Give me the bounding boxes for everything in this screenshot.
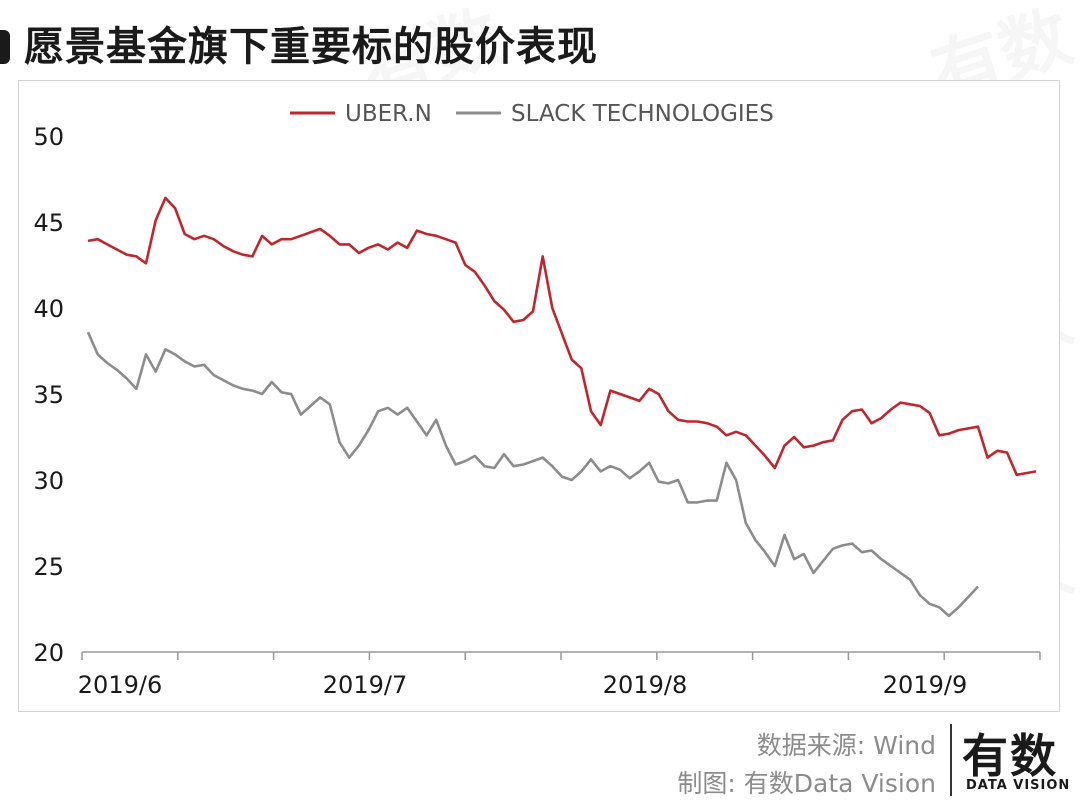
page-title: 愿景基金旗下重要标的股价表现 <box>24 24 598 70</box>
footer-divider <box>950 724 952 796</box>
chart-frame <box>18 80 1060 712</box>
y-tick-label: 20 <box>33 639 64 667</box>
series-line-uber-n <box>87 196 1037 477</box>
x-tick-label: 2019/6 <box>78 671 162 699</box>
chart-credit: 制图: 有数Data Vision <box>677 769 936 798</box>
legend-label: SLACK TECHNOLOGIES <box>511 101 774 127</box>
data-source: 数据来源: Wind <box>756 731 936 760</box>
y-tick-label: 30 <box>33 467 64 495</box>
y-tick-label: 35 <box>33 381 64 409</box>
x-tick-label: 2019/9 <box>883 671 967 699</box>
x-tick-label: 2019/8 <box>603 671 687 699</box>
title-bar: 愿景基金旗下重要标的股价表现 <box>0 8 1080 70</box>
brand-logo-subtitle: DATA VISION <box>966 778 1071 793</box>
x-tick-label: 2019/7 <box>323 671 407 699</box>
brand-logo: 有数 <box>962 729 1058 783</box>
y-tick-label: 50 <box>33 123 64 151</box>
title-marker <box>0 30 10 64</box>
y-tick-label: 45 <box>33 209 64 237</box>
y-tick-label: 25 <box>33 553 64 581</box>
legend-label: UBER.N <box>345 101 432 127</box>
y-tick-label: 40 <box>33 295 64 323</box>
series-line-slack-technologies <box>86 331 979 618</box>
